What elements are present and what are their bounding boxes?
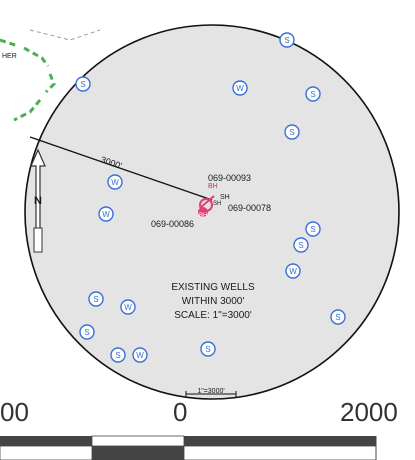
well-letter: S (115, 351, 120, 360)
radius-circle (24, 24, 400, 400)
water-well-icon: W (120, 299, 136, 315)
subject-well-cluster: BH SH SH BH (198, 183, 230, 219)
legend-line-1: EXISTING WELLS (171, 282, 255, 293)
scale-bar (0, 435, 377, 460)
well-icon: S (293, 237, 309, 253)
scale-label-right: 2000 (340, 397, 398, 427)
scale-label-left: 00 (0, 397, 29, 427)
subject-well-symbol (198, 207, 208, 217)
well-icon: S (330, 309, 346, 325)
well-letter: S (205, 345, 210, 354)
scale-segment (92, 446, 184, 460)
water-well-icon: W (285, 263, 301, 279)
well-id-top: 069-00093 (208, 173, 251, 183)
well-icon: S (284, 124, 300, 140)
tag-sh-2: SH (213, 201, 221, 207)
well-icon: S (279, 32, 295, 48)
well-icon: S (305, 86, 321, 102)
radius-line (29, 136, 213, 201)
lease-boundary-2 (29, 29, 101, 41)
water-well-icon: W (107, 174, 123, 190)
well-letter: S (80, 80, 85, 89)
bottom-scale-text: 1"=3000' (197, 388, 224, 395)
well-letter: W (236, 84, 244, 93)
well-icon: S (75, 76, 91, 92)
scale-segment (0, 436, 92, 446)
tag-bh-bottom: BH (199, 213, 207, 219)
legend-line-3: SCALE: 1"=3000' (174, 310, 252, 321)
well-letter: S (93, 295, 98, 304)
well-letter: S (84, 328, 89, 337)
well-letter: W (124, 303, 132, 312)
well-id-left: 069-00086 (151, 219, 194, 229)
well-letter: S (335, 313, 340, 322)
scale-segment (183, 445, 377, 460)
north-arrow: N (30, 148, 46, 253)
water-well-icon: W (232, 80, 248, 96)
well-icon: S (110, 347, 126, 363)
well-letter: W (102, 210, 110, 219)
scale-label-middle: 0 (173, 397, 187, 427)
well-letter: W (136, 351, 144, 360)
well-icon: S (79, 324, 95, 340)
tag-bh-top: BH (208, 183, 218, 190)
well-letter: S (289, 128, 294, 137)
well-letter: W (289, 267, 297, 276)
well-letter: S (284, 36, 289, 45)
well-letter: S (310, 90, 315, 99)
north-letter: N (34, 195, 42, 207)
water-well-icon: W (98, 206, 114, 222)
tag-sh: SH (220, 194, 230, 201)
scale-segment (184, 436, 376, 446)
scale-segment (0, 445, 93, 460)
corner-label: HER (2, 53, 17, 60)
well-letter: S (310, 225, 315, 234)
well-icon: S (200, 341, 216, 357)
well-letter: S (298, 241, 303, 250)
well-letter: W (111, 178, 119, 187)
scale-segment (91, 435, 185, 447)
well-icon: S (88, 291, 104, 307)
legend-line-2: WITHIN 3000' (182, 296, 245, 307)
water-well-icon: W (132, 347, 148, 363)
well-id-right: 069-00078 (228, 203, 271, 213)
well-icon: S (305, 221, 321, 237)
